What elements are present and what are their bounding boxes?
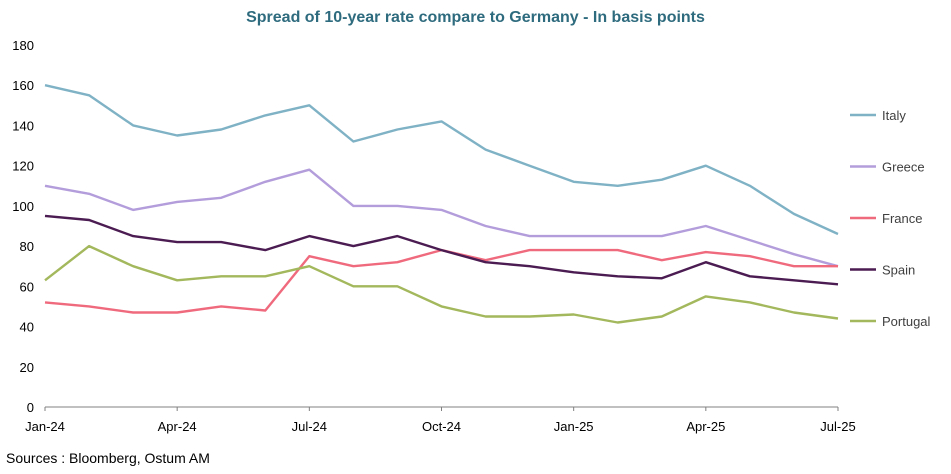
x-axis-ticks: Jan-24 Apr-24 Jul-24 Oct-24 Jan-25 Apr-25 Jul-… [25,407,856,434]
series-lines [45,85,838,322]
y-tick-label: 120 [12,159,34,174]
series-line-spain [45,216,838,284]
y-tick-label: 40 [20,320,34,335]
y-tick-label: 100 [12,199,34,214]
legend-label: Spain [882,263,915,278]
y-tick-label: 180 [12,38,34,53]
legend-label: Greece [882,160,925,175]
legend-label: Italy [882,108,906,123]
legend-label: France [882,211,922,226]
x-tick-label: Apr-25 [686,419,725,434]
x-tick-label: Oct-24 [422,419,461,434]
legend: Italy Greece France Spain Portugal [850,108,931,329]
series-line-greece [45,170,838,267]
y-tick-label: 140 [12,118,34,133]
x-tick-label: Jul-25 [820,419,855,434]
y-axis-ticks: 0 20 40 60 80 100 120 140 160 180 [12,38,34,415]
series-line-portugal [45,246,838,322]
y-tick-label: 0 [27,400,34,415]
legend-label: Portugal [882,314,931,329]
x-tick-label: Apr-24 [158,419,197,434]
source-note: Sources : Bloomberg, Ostum AM [6,450,210,466]
x-tick-label: Jul-24 [292,419,327,434]
y-tick-label: 20 [20,360,34,375]
y-tick-label: 80 [20,239,34,254]
y-tick-label: 160 [12,78,34,93]
x-tick-label: Jan-24 [25,419,65,434]
series-line-italy [45,85,838,234]
x-tick-label: Jan-25 [554,419,594,434]
y-tick-label: 60 [20,279,34,294]
series-line-france [45,250,838,312]
